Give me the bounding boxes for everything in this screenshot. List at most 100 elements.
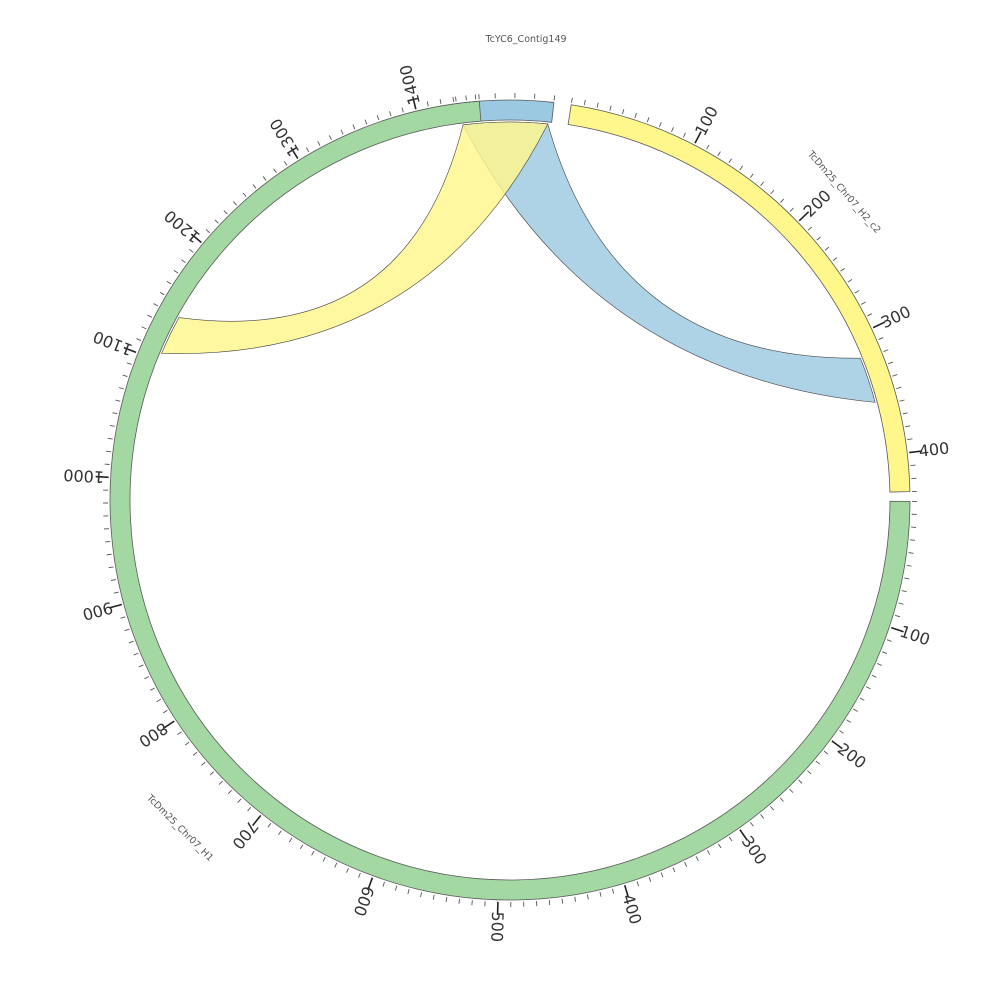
- minor-tick: [267, 822, 272, 828]
- major-tick: [162, 720, 175, 729]
- minor-tick: [877, 663, 883, 666]
- minor-tick: [288, 837, 293, 843]
- minor-tick: [147, 314, 153, 318]
- minor-tick: [749, 821, 754, 827]
- minor-tick: [854, 290, 860, 294]
- minor-tick: [105, 450, 111, 453]
- minor-tick: [218, 780, 223, 785]
- minor-tick: [184, 741, 190, 746]
- minor-tick: [553, 95, 556, 101]
- minor-tick: [346, 867, 349, 873]
- minor-tick: [659, 122, 662, 127]
- tick-label-h1: 300: [738, 832, 771, 868]
- minor-tick: [407, 889, 410, 895]
- minor-tick: [599, 891, 602, 897]
- minor-tick: [892, 374, 898, 377]
- minor-tick: [278, 830, 282, 836]
- minor-tick: [908, 552, 914, 554]
- minor-tick: [780, 198, 785, 203]
- minor-tick: [110, 579, 117, 581]
- minor-tick: [878, 337, 884, 340]
- minor-tick: [120, 616, 126, 619]
- minor-tick: [906, 564, 912, 567]
- minor-tick: [432, 894, 435, 900]
- minor-tick: [770, 189, 775, 195]
- minor-tick: [798, 779, 803, 784]
- minor-tick: [124, 628, 130, 632]
- minor-tick: [106, 553, 112, 556]
- minor-tick: [574, 896, 576, 902]
- minor-tick: [886, 639, 892, 642]
- major-tick: [411, 96, 417, 110]
- major-tick: [367, 877, 374, 891]
- link-contig149-h1: [161, 121, 549, 354]
- minor-tick: [728, 836, 733, 842]
- minor-tick: [739, 165, 743, 171]
- minor-tick: [832, 257, 838, 261]
- minor-tick: [706, 850, 711, 855]
- minor-tick: [227, 789, 233, 794]
- minor-tick: [789, 207, 794, 212]
- minor-tick: [162, 709, 168, 714]
- minor-tick: [671, 127, 674, 133]
- major-tick: [123, 346, 137, 354]
- minor-tick: [789, 788, 794, 793]
- minor-tick: [352, 124, 356, 130]
- segment-label-contig149: TcYC6_Contig149: [484, 34, 566, 45]
- tick-label-h1: 1000: [63, 465, 105, 486]
- minor-tick: [439, 98, 442, 105]
- minor-tick: [150, 687, 155, 691]
- tick-label-h1: 900: [80, 598, 114, 624]
- minor-tick: [586, 894, 589, 900]
- minor-tick: [867, 313, 873, 317]
- minor-tick: [299, 844, 304, 850]
- minor-tick: [815, 760, 820, 765]
- major-tick: [694, 131, 702, 144]
- minor-tick: [223, 210, 228, 215]
- minor-tick: [682, 132, 686, 138]
- major-tick: [831, 740, 843, 750]
- major-tick: [290, 147, 299, 159]
- minor-tick: [455, 96, 457, 102]
- minor-tick: [113, 591, 119, 594]
- minor-tick: [823, 750, 829, 755]
- minor-tick: [122, 374, 128, 378]
- minor-tick: [394, 885, 398, 891]
- minor-tick: [105, 540, 111, 543]
- tick-label-h1: 1200: [160, 206, 203, 247]
- links-layer: [161, 121, 876, 403]
- major-tick: [890, 626, 904, 633]
- minor-tick: [364, 119, 368, 125]
- minor-tick: [896, 386, 902, 390]
- minor-tick: [445, 896, 448, 903]
- minor-tick: [252, 184, 257, 189]
- tick-label-h1: 500: [487, 911, 507, 942]
- minor-tick: [583, 99, 586, 106]
- minor-tick: [201, 761, 206, 766]
- minor-tick: [824, 246, 830, 251]
- minor-tick: [899, 399, 905, 402]
- minor-tick: [317, 141, 321, 146]
- minor-tick: [283, 161, 288, 166]
- minor-tick: [133, 652, 139, 656]
- minor-tick: [902, 412, 908, 415]
- minor-tick: [853, 708, 858, 712]
- minor-tick: [242, 192, 247, 197]
- minor-tick: [305, 147, 310, 153]
- minor-tick: [144, 676, 150, 680]
- minor-tick: [871, 674, 877, 678]
- minor-tick: [334, 862, 338, 868]
- minor-tick: [401, 107, 404, 113]
- minor-tick: [807, 770, 812, 775]
- minor-tick: [115, 399, 121, 402]
- minor-tick: [209, 771, 215, 776]
- major-tick: [909, 450, 923, 454]
- minor-tick: [107, 437, 113, 440]
- minor-tick: [622, 109, 625, 115]
- major-tick: [109, 603, 123, 609]
- minor-tick: [883, 349, 889, 353]
- tick-label-h1: 100: [897, 622, 932, 650]
- minor-tick: [648, 877, 652, 883]
- minor-tick: [141, 326, 147, 330]
- minor-tick: [904, 577, 910, 580]
